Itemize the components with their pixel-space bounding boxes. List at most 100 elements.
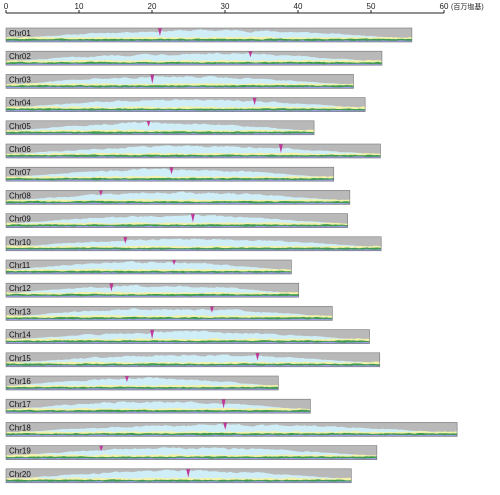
chromosome-label: Chr11 xyxy=(9,261,31,270)
chromosome-label: Chr17 xyxy=(9,400,31,409)
chromosome-chr10: Chr10 xyxy=(5,236,382,252)
density-layer-purple xyxy=(6,86,354,89)
chromosome-label: Chr05 xyxy=(9,122,31,131)
chromosome-label: Chr03 xyxy=(9,75,31,84)
x-tick-label: 30 xyxy=(221,2,230,11)
chromosome-label: Chr12 xyxy=(9,284,31,293)
centromere-mark xyxy=(190,213,195,223)
centromere-mark xyxy=(109,283,114,292)
density-layer-purple xyxy=(6,480,352,483)
chromosome-label: Chr14 xyxy=(9,331,31,340)
centromere-mark xyxy=(248,51,253,58)
density-layer-purple xyxy=(6,133,315,135)
x-axis-unit: (百万塩基) xyxy=(451,2,484,11)
chromosome-chr13: Chr13 xyxy=(5,306,333,321)
centromere-mark xyxy=(221,399,226,409)
chromosome-label: Chr08 xyxy=(9,191,31,200)
chromosome-label: Chr04 xyxy=(9,99,31,108)
centromere-mark xyxy=(172,260,177,265)
density-layer-purple xyxy=(6,179,334,182)
chromosome-chr06: Chr06 xyxy=(5,143,381,159)
chromosome-label: Chr09 xyxy=(9,215,31,224)
chromosome-chr02: Chr02 xyxy=(5,50,383,66)
chromosome-chr04: Chr04 xyxy=(5,97,366,112)
chromosome-outline xyxy=(5,27,413,43)
chromosome-outline xyxy=(5,120,315,136)
centromere-mark xyxy=(278,144,283,153)
density-layer-purple xyxy=(6,341,370,344)
centromere-mark xyxy=(124,376,129,382)
chromosome-outline xyxy=(5,74,354,89)
chromosome-outline xyxy=(5,97,366,112)
centromere-mark xyxy=(255,352,260,361)
centromere-mark xyxy=(186,468,191,478)
chromosome-outline xyxy=(5,329,370,344)
centromere-mark xyxy=(98,190,103,196)
centromere-mark xyxy=(99,445,104,452)
chromosome-outline xyxy=(5,398,311,414)
chromosome-outline xyxy=(5,166,335,182)
centromere-mark xyxy=(209,306,214,313)
density-layer-purple xyxy=(6,411,311,414)
chromosome-chr08: Chr08 xyxy=(5,190,351,205)
chromosome-label: Chr13 xyxy=(9,307,31,316)
density-layer-purple xyxy=(6,295,299,298)
density-layer-purple xyxy=(6,156,381,158)
chromosome-outline xyxy=(5,352,381,368)
chromosome-label: Chr20 xyxy=(9,470,31,479)
chromosome-label: Chr06 xyxy=(9,145,31,154)
density-layer-purple xyxy=(6,202,350,205)
chromosome-label: Chr01 xyxy=(9,29,31,38)
chromosome-chr11: Chr11 xyxy=(5,259,292,275)
x-axis: 0 10 20 30 40 50 60 (百万塩基) xyxy=(4,2,484,14)
x-tick-label: 50 xyxy=(367,2,376,11)
chromosome-chr15: Chr15 xyxy=(5,352,381,368)
chromosome-outline xyxy=(5,445,378,460)
chromosome-outline xyxy=(5,422,458,437)
density-layer-purple xyxy=(6,388,279,390)
chromosome-chr18: Chr18 xyxy=(5,422,458,437)
chromosome-rows: Chr01 Chr02 Chr03 Chr04 Chr05 Chr06 Chr07 Chr08… xyxy=(5,27,458,484)
x-tick-label: 10 xyxy=(75,2,84,11)
chromosome-chr16: Chr16 xyxy=(5,375,279,391)
density-layer-purple xyxy=(6,109,366,112)
density-layer-purple xyxy=(6,40,412,42)
chromosome-outline xyxy=(5,50,383,66)
density-layer-purple xyxy=(6,249,382,251)
density-layer-purple xyxy=(6,225,348,228)
density-layer-purple xyxy=(6,457,377,460)
chromosome-label: Chr02 xyxy=(9,52,31,61)
chromosome-label: Chr18 xyxy=(9,423,31,432)
chromosome-outline xyxy=(5,259,292,275)
density-layer-purple xyxy=(6,365,380,367)
chromosome-outline xyxy=(5,282,300,298)
density-layer-purple xyxy=(6,434,458,437)
centromere-mark xyxy=(157,28,162,36)
chromosome-label: Chr16 xyxy=(9,377,31,386)
x-tick-label: 20 xyxy=(148,2,157,11)
chromosome-chr12: Chr12 xyxy=(5,282,300,298)
chromosome-outline xyxy=(5,213,348,228)
chromosome-label: Chr07 xyxy=(9,168,31,177)
density-layer-purple xyxy=(6,272,292,274)
centromere-mark xyxy=(252,97,257,106)
chromosome-chr09: Chr09 xyxy=(5,213,348,228)
chromosome-chr05: Chr05 xyxy=(5,120,315,136)
chromosome-outline xyxy=(5,468,352,484)
centromere-mark xyxy=(123,236,128,244)
x-tick-label: 60 xyxy=(440,2,449,11)
centromere-mark xyxy=(223,422,228,430)
centromere-mark xyxy=(150,329,155,340)
chromosome-chr07: Chr07 xyxy=(5,166,335,182)
chromosome-chr03: Chr03 xyxy=(5,74,354,89)
chromosome-chr01: Chr01 xyxy=(5,27,413,43)
chromosome-outline xyxy=(5,375,279,391)
chromosome-chr20: Chr20 xyxy=(5,468,352,484)
chromosome-label: Chr10 xyxy=(9,238,31,247)
centromere-mark xyxy=(150,74,155,84)
chromosome-outline xyxy=(5,306,333,321)
chromosome-outline xyxy=(5,236,382,252)
chromosome-label: Chr19 xyxy=(9,447,31,456)
centromere-mark xyxy=(146,120,151,127)
